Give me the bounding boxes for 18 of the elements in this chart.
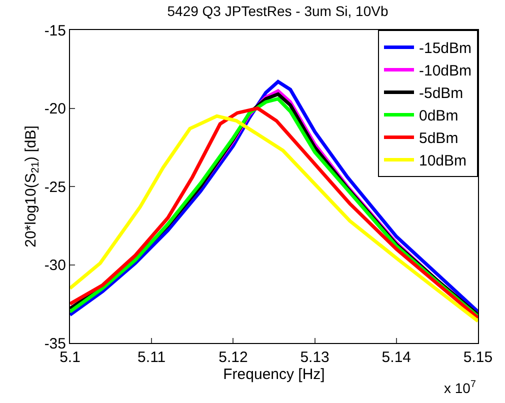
x-tick-label: 5.14 — [382, 349, 411, 366]
y-tick-label: -30 — [44, 257, 66, 274]
x-tick-label: 5.12 — [218, 349, 248, 366]
x-tick-label: 5.11 — [138, 349, 166, 366]
y-tick-label: -25 — [44, 178, 66, 196]
legend-label: -5dBm — [419, 85, 464, 102]
x-axis-title: Frequency [Hz] — [223, 366, 325, 383]
x-tick-label: 5.13 — [300, 349, 330, 366]
x-tick-label: 5.15 — [463, 349, 493, 366]
legend-label: 5dBm — [419, 130, 458, 148]
text: x 10$^{7}$ — [444, 379, 476, 396]
chart-title: 5429 Q3 JPTestRes - 3um Si, 10Vb — [167, 2, 388, 19]
legend-label: 10dBm — [419, 152, 467, 170]
legend-label: -10dBm — [419, 62, 472, 80]
y-tick-label: -20 — [44, 100, 66, 118]
legend-label: -15dBm — [419, 40, 472, 58]
y-tick-label: -15 — [44, 22, 66, 40]
legend-label: 0dBm — [419, 108, 458, 125]
